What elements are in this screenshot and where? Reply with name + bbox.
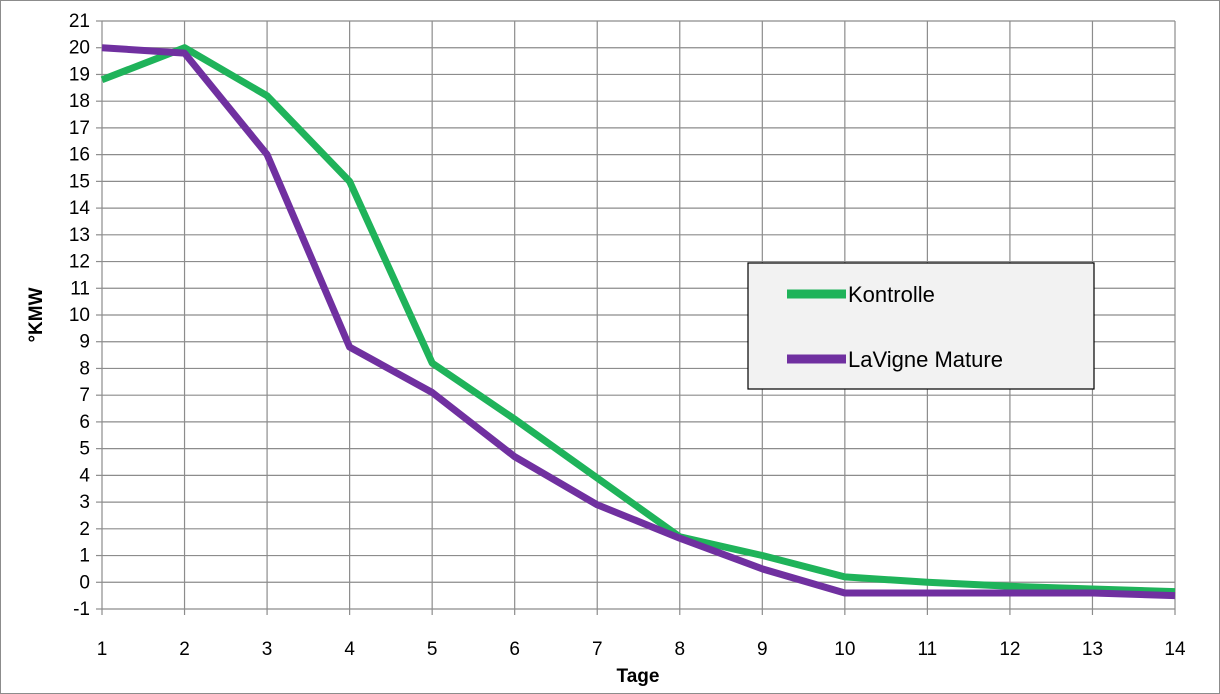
x-tick-label: 6 <box>509 639 520 660</box>
y-tick-label: 18 <box>69 91 90 112</box>
x-tick-label: 4 <box>344 639 355 660</box>
x-tick-label: 3 <box>262 639 273 660</box>
y-tick-label: 17 <box>69 118 90 139</box>
series-lines <box>100 44 1176 600</box>
x-tick-label: 10 <box>834 639 855 660</box>
y-tick-label: 16 <box>69 145 90 166</box>
y-tick-label: 15 <box>69 171 90 192</box>
y-tick-label: 2 <box>79 519 90 540</box>
x-tick-label: 14 <box>1164 639 1186 660</box>
series-line-kontrolle <box>100 44 1176 596</box>
x-tick-label: 8 <box>674 639 685 660</box>
y-tick-label: 4 <box>79 465 90 486</box>
y-tick-label: 6 <box>79 412 90 433</box>
y-tick-label: 8 <box>79 358 90 379</box>
x-tick-label: 11 <box>918 639 938 660</box>
x-tick-label: 12 <box>999 639 1020 660</box>
x-tick-label: 5 <box>427 639 438 660</box>
legend: Kontrolle LaVigne Mature <box>747 262 1095 390</box>
y-tick-label: 21 <box>69 11 90 32</box>
x-tick-label: 1 <box>97 639 108 660</box>
x-axis-title: Tage <box>617 666 660 687</box>
x-tick-label: 9 <box>757 639 768 660</box>
y-tick-label: 13 <box>69 225 90 246</box>
y-tick-label: 7 <box>79 385 90 406</box>
x-tick-label: 13 <box>1082 639 1103 660</box>
x-tick-label: 2 <box>179 639 190 660</box>
y-tick-label: 12 <box>69 252 90 273</box>
legend-label-lavigne-mature: LaVigne Mature <box>848 347 1003 372</box>
y-tick-label: 14 <box>69 198 91 219</box>
y-tick-label: 1 <box>79 546 90 567</box>
x-tick-label: 7 <box>592 639 603 660</box>
legend-box <box>747 262 1095 390</box>
x-tick-labels: 1 2 3 4 5 6 7 8 9 10 11 12 13 14 <box>97 639 1186 660</box>
y-tick-label: -1 <box>73 599 90 620</box>
grid <box>96 20 1176 615</box>
y-tick-label: 10 <box>69 305 90 326</box>
y-axis-title: °KMW <box>26 287 47 342</box>
series-line-lavigne-mature <box>101 44 1176 600</box>
y-tick-label: 20 <box>69 38 90 59</box>
y-tick-label: 9 <box>79 332 90 353</box>
y-tick-label: 19 <box>69 64 90 85</box>
y-tick-label: 5 <box>79 439 90 460</box>
legend-label-kontrolle: Kontrolle <box>848 282 935 307</box>
y-tick-label: 3 <box>79 492 90 513</box>
y-tick-label: 11 <box>70 278 90 299</box>
y-tick-label: 0 <box>79 572 90 593</box>
